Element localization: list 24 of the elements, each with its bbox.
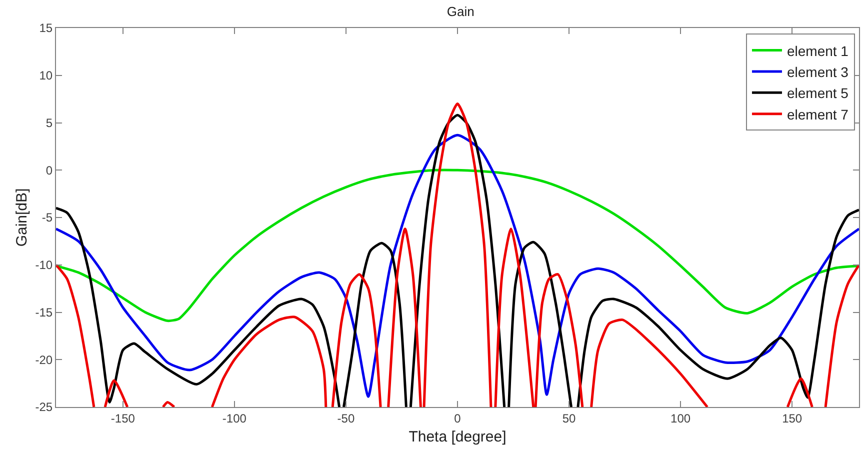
legend-label: element 3 (786, 64, 849, 80)
y-axis-title: Gain[dB] (14, 188, 31, 247)
x-tick-label: 100 (670, 411, 691, 426)
y-tick-label: -15 (35, 305, 53, 320)
x-tick-label: 50 (562, 411, 576, 426)
y-tick-label: 5 (46, 116, 53, 130)
x-tick-label: 0 (454, 411, 462, 426)
y-tick-label: 15 (39, 21, 53, 36)
chart-title: Gain (446, 4, 474, 19)
x-tick-label: -100 (222, 411, 247, 426)
legend-label: element 7 (786, 106, 849, 122)
y-tick-label: -5 (42, 210, 53, 225)
y-tick-label: 10 (39, 68, 53, 83)
x-axis-title: Theta [degree] (408, 428, 506, 446)
x-tick-label: 150 (782, 411, 802, 426)
line-series (56, 168, 859, 322)
y-tick-label: 0 (46, 163, 53, 178)
y-tick-label: -10 (35, 258, 53, 272)
x-tick-label: -150 (110, 411, 136, 426)
y-tick-label: -20 (35, 352, 53, 367)
x-tick-label: -50 (337, 411, 355, 426)
y-tick-label: -25 (35, 400, 53, 414)
legend-label: element 1 (786, 42, 849, 59)
legend-label: element 5 (786, 85, 849, 102)
